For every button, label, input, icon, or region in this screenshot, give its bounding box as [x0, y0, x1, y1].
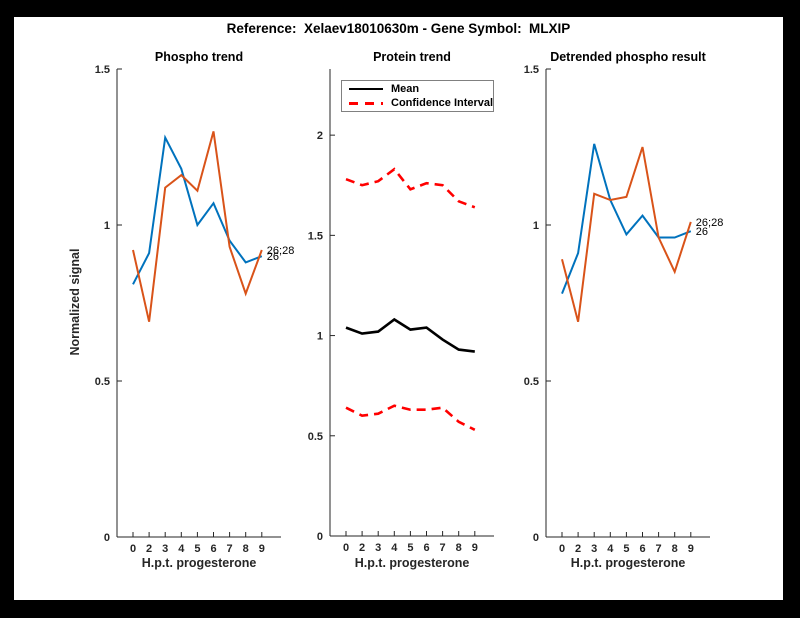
y-tick-label: 0	[317, 531, 323, 543]
figure-title: Reference: Xelaev18010630m - Gene Symbol…	[226, 21, 571, 36]
series-line-26-28	[132, 131, 263, 322]
x-tick-label: 2	[146, 543, 152, 555]
x-tick-label: 7	[656, 543, 662, 555]
x-tick-label: 3	[375, 542, 381, 554]
x-tick-label: 4	[178, 543, 185, 555]
x-tick-label: 6	[423, 542, 429, 554]
x-tick-label: 5	[194, 543, 200, 555]
x-tick-label: 9	[472, 542, 478, 554]
panel-title-detrended-result: Detrended phospho result	[550, 50, 706, 64]
x-tick-label: 5	[407, 542, 413, 554]
y-tick-label: 0	[104, 532, 110, 544]
panel-title-phospho-trend: Phospho trend	[154, 50, 244, 64]
series-end-label: 26;28	[696, 217, 724, 229]
y-tick-label: 1	[533, 220, 539, 232]
x-tick-label: 2	[359, 542, 365, 554]
legend-item-mean: Mean	[342, 82, 493, 96]
x-axis-label-2: H.p.t. progesterone	[354, 556, 470, 570]
y-tick-label: 0.5	[95, 376, 110, 388]
panel-2: 0 2 3 4 5 6 7 8 900.511.52	[308, 69, 494, 554]
y-tick-label: 0	[533, 532, 539, 544]
legend-label-confidence-interval: Confidence Interval	[391, 97, 494, 110]
x-tick-label: 5	[623, 543, 629, 555]
x-tick-label: 7	[227, 543, 233, 555]
y-tick-label: 0.5	[308, 431, 323, 443]
y-tick-label: 1.5	[308, 230, 323, 242]
legend-label-mean: Mean	[391, 82, 420, 95]
legend-item-confidence-interval: Confidence Interval	[342, 96, 493, 110]
series-line-confidence-interval-upper	[345, 167, 476, 209]
x-axis-label-1: H.p.t. progesterone	[141, 556, 257, 570]
y-tick-label: 0.5	[524, 376, 539, 388]
y-tick-label: 1	[104, 220, 110, 232]
x-tick-label: 3	[162, 543, 168, 555]
x-tick-label: 9	[688, 543, 694, 555]
y-tick-label: 1	[317, 331, 323, 343]
legend-box: Mean Confidence Interval	[341, 80, 494, 112]
y-tick-label: 1.5	[95, 64, 110, 76]
series-line-26	[132, 134, 263, 285]
x-tick-label: 6	[210, 543, 216, 555]
mean-line-sample-icon	[349, 87, 383, 90]
x-axis-label-3: H.p.t. progesterone	[570, 556, 686, 570]
figure-canvas: Reference: Xelaev18010630m - Gene Symbol…	[14, 17, 783, 600]
x-tick-label: 8	[243, 543, 249, 555]
y-tick-label: 2	[317, 130, 323, 142]
series-line-confidence-interval-lower	[345, 404, 476, 431]
series-end-label: 26	[267, 251, 279, 263]
y-tick-label: 1.5	[524, 64, 539, 76]
x-tick-label: 9	[259, 543, 265, 555]
panel-title-protein-trend: Protein trend	[373, 50, 451, 64]
x-tick-label: 8	[456, 542, 462, 554]
ci-line-sample-icon	[349, 101, 383, 105]
x-tick-label: 4	[391, 542, 398, 554]
x-tick-label: 2	[575, 543, 581, 555]
x-tick-label: 8	[672, 543, 678, 555]
x-tick-label: 0	[343, 542, 349, 554]
x-tick-label: 3	[591, 543, 597, 555]
series-end-label: 26;28	[267, 245, 295, 257]
x-tick-label: 7	[440, 542, 446, 554]
x-tick-label: 0	[559, 543, 565, 555]
series-line-26	[561, 143, 692, 294]
x-tick-label: 0	[130, 543, 136, 555]
x-tick-label: 6	[639, 543, 645, 555]
series-line-26-28	[561, 146, 692, 322]
series-end-label: 26	[696, 226, 708, 238]
series-line-mean	[345, 317, 475, 353]
x-tick-label: 4	[607, 543, 614, 555]
